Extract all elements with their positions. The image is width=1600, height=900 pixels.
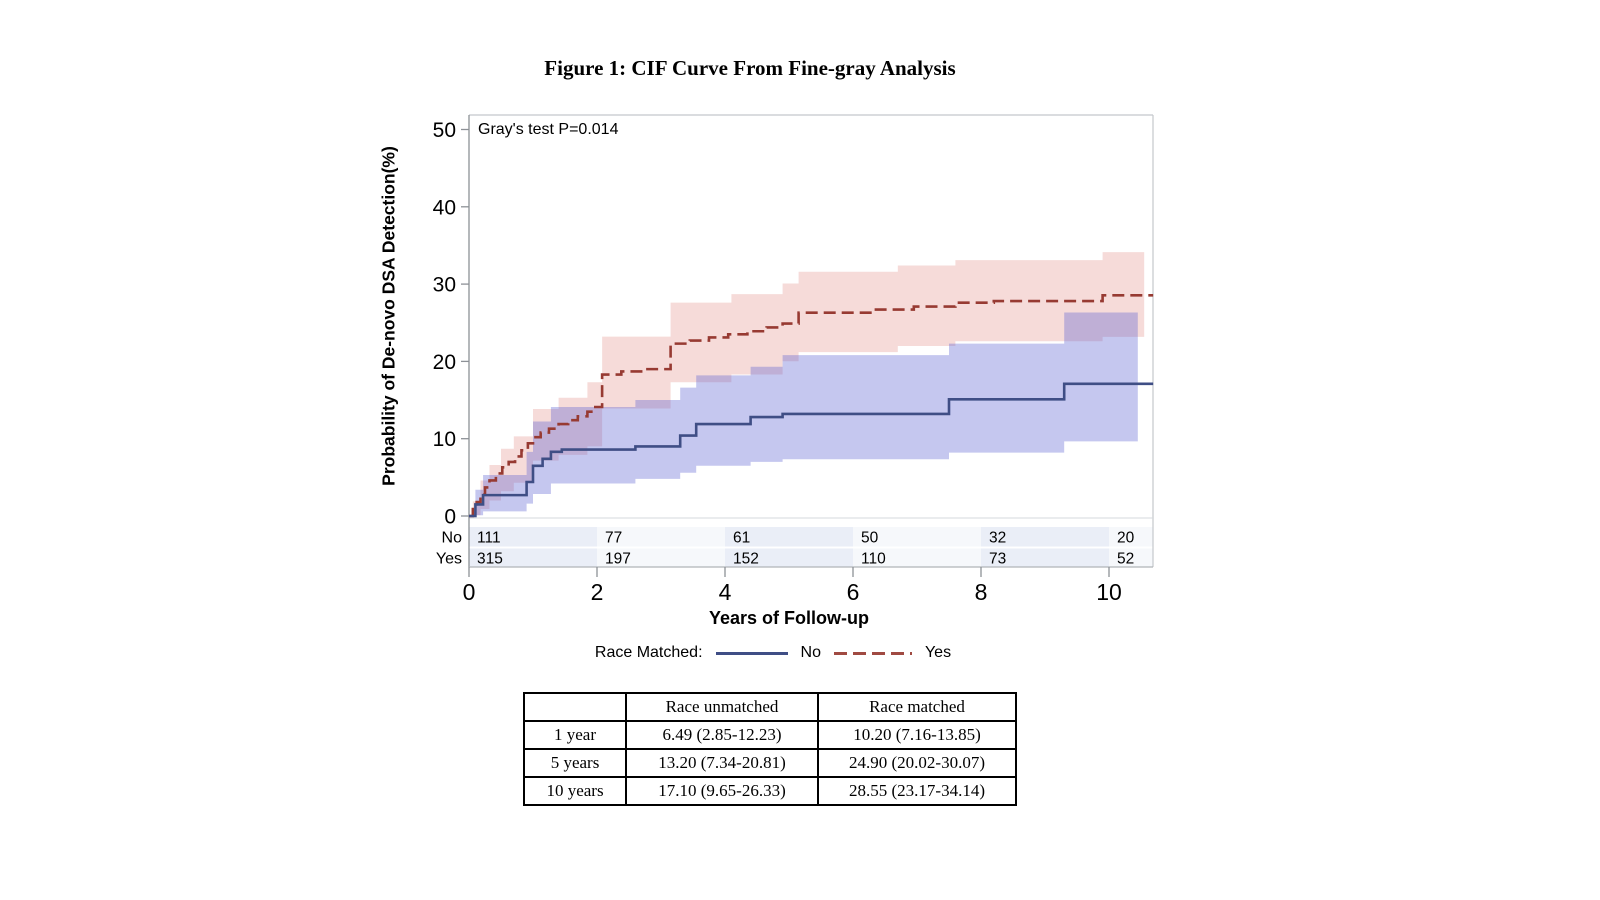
svg-text:8: 8 — [975, 579, 988, 605]
legend-title: Race Matched: — [594, 644, 703, 661]
x-axis: 0 2 4 6 8 10 — [463, 566, 1153, 605]
svg-text:111: 111 — [477, 530, 501, 547]
x-axis-title: Years of Follow-up — [708, 608, 869, 628]
svg-text:315: 315 — [477, 551, 503, 568]
svg-text:197: 197 — [605, 551, 631, 568]
curve-no — [469, 382, 1154, 518]
plot-frame — [469, 114, 1154, 567]
y-axis: 0 10 20 30 40 50 — [433, 115, 470, 567]
svg-text:110: 110 — [861, 551, 886, 568]
cell-unmatched: 17.10 (9.65-26.33) — [625, 776, 819, 806]
cell-unmatched: 6.49 (2.85-12.23) — [625, 720, 819, 750]
svg-text:30: 30 — [433, 274, 456, 297]
legend-entry-no: No — [800, 644, 821, 661]
summary-header-unmatched: Race unmatched — [625, 692, 819, 722]
curve-yes — [469, 294, 1154, 518]
cell-matched: 28.55 (23.17-34.14) — [817, 776, 1017, 806]
at-risk-table: No 111 77 61 50 32 20 Yes 315 197 152 110 73 52 — [436, 527, 1153, 568]
svg-text:61: 61 — [733, 530, 750, 547]
row-label: 5 years — [523, 748, 627, 778]
svg-text:0: 0 — [444, 506, 456, 529]
svg-text:6: 6 — [847, 579, 860, 605]
svg-text:4: 4 — [719, 579, 732, 605]
svg-text:No: No — [442, 530, 463, 547]
svg-text:10: 10 — [1096, 579, 1122, 605]
svg-text:0: 0 — [463, 579, 476, 605]
svg-text:73: 73 — [989, 551, 1006, 568]
summary-header-row: Race unmatched Race matched — [523, 692, 1017, 722]
svg-text:10: 10 — [433, 428, 456, 451]
svg-text:52: 52 — [1117, 551, 1134, 568]
ci-band-yes — [469, 252, 1145, 517]
y-axis-title: Probability of De-novo DSA Detection(%) — [378, 146, 399, 486]
summary-table: Race unmatched Race matched 1 year 6.49 … — [523, 692, 1017, 806]
svg-text:152: 152 — [733, 551, 759, 568]
table-row-5-years: 5 years 13.20 (7.34-20.81) 24.90 (20.02-… — [523, 748, 1017, 778]
summary-header-matched: Race matched — [817, 692, 1017, 722]
cell-matched: 10.20 (7.16-13.85) — [817, 720, 1017, 750]
svg-text:77: 77 — [605, 530, 622, 547]
row-label: 1 year — [523, 720, 627, 750]
row-label: 10 years — [523, 776, 627, 806]
grays-test-annotation: Gray's test P=0.014 — [478, 121, 619, 138]
summary-header-blank — [523, 692, 627, 722]
cell-unmatched: 13.20 (7.34-20.81) — [625, 748, 819, 778]
legend-line-no-icon — [715, 651, 788, 655]
svg-text:Yes: Yes — [436, 551, 462, 568]
figure-title: Figure 1: CIF Curve From Fine-gray Analy… — [544, 56, 956, 80]
table-row-10-years: 10 years 17.10 (9.65-26.33) 28.55 (23.17… — [523, 776, 1017, 806]
svg-text:32: 32 — [989, 530, 1006, 547]
svg-text:20: 20 — [433, 351, 456, 374]
cell-matched: 24.90 (20.02-30.07) — [817, 748, 1017, 778]
svg-text:2: 2 — [591, 579, 604, 605]
svg-text:40: 40 — [433, 196, 456, 219]
table-row-1-year: 1 year 6.49 (2.85-12.23) 10.20 (7.16-13.… — [523, 720, 1017, 750]
legend-line-yes-icon — [833, 651, 912, 655]
svg-text:50: 50 — [861, 530, 879, 547]
legend: Race Matched: No Yes — [453, 644, 1093, 662]
svg-text:20: 20 — [1117, 530, 1135, 547]
svg-text:50: 50 — [433, 119, 456, 142]
legend-entry-yes: Yes — [924, 644, 952, 661]
